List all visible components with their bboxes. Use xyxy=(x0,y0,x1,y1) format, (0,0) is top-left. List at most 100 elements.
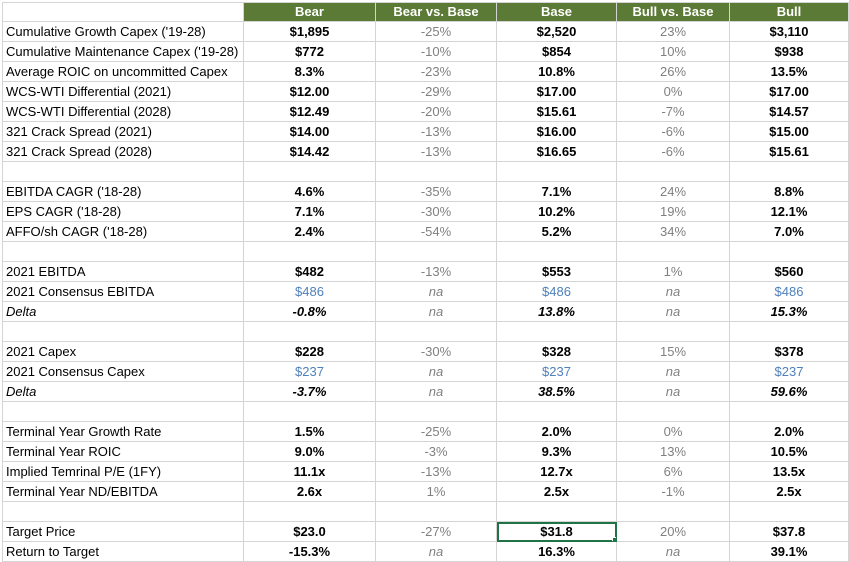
bear-vs-base-cell[interactable]: -25% xyxy=(375,21,497,42)
bull-cell[interactable]: 2.5x xyxy=(729,481,849,502)
empty-cell[interactable] xyxy=(375,501,497,522)
bull-vs-base-cell[interactable]: 0% xyxy=(616,421,730,442)
empty-cell[interactable] xyxy=(375,401,497,422)
selected-base-cell[interactable]: $31.8 xyxy=(496,521,617,542)
row-label[interactable]: WCS-WTI Differential (2021) xyxy=(2,81,244,102)
bear-cell[interactable]: 2.4% xyxy=(243,221,376,242)
bull-vs-base-cell[interactable]: 13% xyxy=(616,441,730,462)
base-cell[interactable]: 2.5x xyxy=(496,481,617,502)
bear-vs-base-cell[interactable]: na xyxy=(375,281,497,302)
row-label[interactable]: Terminal Year ROIC xyxy=(2,441,244,462)
bull-vs-base-cell[interactable]: 10% xyxy=(616,41,730,62)
base-cell[interactable]: $16.65 xyxy=(496,141,617,162)
bull-vs-base-cell[interactable]: 6% xyxy=(616,461,730,482)
row-label[interactable]: Return to Target xyxy=(2,541,244,562)
empty-cell[interactable] xyxy=(729,161,849,182)
base-cell[interactable]: 10.8% xyxy=(496,61,617,82)
bull-cell[interactable]: 12.1% xyxy=(729,201,849,222)
row-label[interactable]: Target Price xyxy=(2,521,244,542)
bull-vs-base-cell[interactable]: na xyxy=(616,301,730,322)
bull-cell[interactable]: $3,110 xyxy=(729,21,849,42)
bull-cell[interactable]: 15.3% xyxy=(729,301,849,322)
empty-cell[interactable] xyxy=(616,321,730,342)
bear-cell[interactable]: $12.00 xyxy=(243,81,376,102)
bear-cell[interactable]: $482 xyxy=(243,261,376,282)
base-cell[interactable]: $328 xyxy=(496,341,617,362)
bear-vs-base-cell[interactable]: na xyxy=(375,301,497,322)
row-label[interactable]: Delta xyxy=(2,381,244,402)
row-label[interactable]: Terminal Year ND/EBITDA xyxy=(2,481,244,502)
row-label[interactable]: 2021 Consensus Capex xyxy=(2,361,244,382)
bear-vs-base-cell[interactable]: -29% xyxy=(375,81,497,102)
bull-cell[interactable]: $378 xyxy=(729,341,849,362)
base-cell[interactable]: $16.00 xyxy=(496,121,617,142)
bull-cell[interactable]: 8.8% xyxy=(729,181,849,202)
base-cell[interactable]: $2,520 xyxy=(496,21,617,42)
base-cell[interactable]: 7.1% xyxy=(496,181,617,202)
bull-vs-base-cell[interactable]: 1% xyxy=(616,261,730,282)
bear-cell[interactable]: 2.6x xyxy=(243,481,376,502)
row-label[interactable]: 321 Crack Spread (2028) xyxy=(2,141,244,162)
empty-cell[interactable] xyxy=(2,241,244,262)
bear-cell[interactable]: $228 xyxy=(243,341,376,362)
bull-vs-base-cell[interactable]: -6% xyxy=(616,141,730,162)
bear-cell[interactable]: $23.0 xyxy=(243,521,376,542)
base-cell[interactable]: $15.61 xyxy=(496,101,617,122)
empty-cell[interactable] xyxy=(729,501,849,522)
empty-cell[interactable] xyxy=(243,501,376,522)
row-label[interactable]: 2021 Capex xyxy=(2,341,244,362)
bull-vs-base-cell[interactable]: 26% xyxy=(616,61,730,82)
bear-cell[interactable]: -3.7% xyxy=(243,381,376,402)
bull-vs-base-cell[interactable]: 19% xyxy=(616,201,730,222)
empty-cell[interactable] xyxy=(243,401,376,422)
bull-vs-base-cell[interactable]: na xyxy=(616,361,730,382)
bear-vs-base-cell[interactable]: -30% xyxy=(375,201,497,222)
bear-cell[interactable]: $12.49 xyxy=(243,101,376,122)
header-bull-vs-base[interactable]: Bull vs. Base xyxy=(616,2,730,22)
base-cell[interactable]: 13.8% xyxy=(496,301,617,322)
empty-cell[interactable] xyxy=(496,241,617,262)
base-cell[interactable]: 12.7x xyxy=(496,461,617,482)
bear-cell[interactable]: $14.00 xyxy=(243,121,376,142)
bear-cell[interactable]: 1.5% xyxy=(243,421,376,442)
base-cell[interactable]: 10.2% xyxy=(496,201,617,222)
base-cell[interactable]: $854 xyxy=(496,41,617,62)
row-label[interactable]: Cumulative Maintenance Capex ('19-28) xyxy=(2,41,244,62)
bear-cell[interactable]: -15.3% xyxy=(243,541,376,562)
bear-vs-base-cell[interactable]: -20% xyxy=(375,101,497,122)
bull-cell[interactable]: $17.00 xyxy=(729,81,849,102)
bear-cell[interactable]: 7.1% xyxy=(243,201,376,222)
bull-cell[interactable]: $486 xyxy=(729,281,849,302)
empty-cell[interactable] xyxy=(729,241,849,262)
bear-cell[interactable]: 9.0% xyxy=(243,441,376,462)
bear-vs-base-cell[interactable]: -13% xyxy=(375,461,497,482)
bear-cell[interactable]: $1,895 xyxy=(243,21,376,42)
bear-vs-base-cell[interactable]: -13% xyxy=(375,141,497,162)
bull-cell[interactable]: $237 xyxy=(729,361,849,382)
bear-cell[interactable]: 4.6% xyxy=(243,181,376,202)
base-cell[interactable]: 38.5% xyxy=(496,381,617,402)
empty-cell[interactable] xyxy=(375,321,497,342)
row-label[interactable]: Implied Temrinal P/E (1FY) xyxy=(2,461,244,482)
bear-vs-base-cell[interactable]: -10% xyxy=(375,41,497,62)
base-cell[interactable]: $237 xyxy=(496,361,617,382)
bull-vs-base-cell[interactable]: na xyxy=(616,381,730,402)
empty-cell[interactable] xyxy=(375,241,497,262)
bull-vs-base-cell[interactable]: 23% xyxy=(616,21,730,42)
row-label[interactable]: AFFO/sh CAGR ('18-28) xyxy=(2,221,244,242)
empty-cell[interactable] xyxy=(375,161,497,182)
empty-cell[interactable] xyxy=(2,401,244,422)
header-base[interactable]: Base xyxy=(496,2,617,22)
empty-cell[interactable] xyxy=(616,401,730,422)
header-corner-cell[interactable] xyxy=(2,2,244,22)
bear-cell[interactable]: $486 xyxy=(243,281,376,302)
empty-cell[interactable] xyxy=(496,501,617,522)
empty-cell[interactable] xyxy=(729,321,849,342)
empty-cell[interactable] xyxy=(2,321,244,342)
base-cell[interactable]: $486 xyxy=(496,281,617,302)
bear-vs-base-cell[interactable]: -35% xyxy=(375,181,497,202)
bear-vs-base-cell[interactable]: -54% xyxy=(375,221,497,242)
bull-cell[interactable]: 7.0% xyxy=(729,221,849,242)
bear-cell[interactable]: $14.42 xyxy=(243,141,376,162)
row-label[interactable]: 2021 Consensus EBITDA xyxy=(2,281,244,302)
